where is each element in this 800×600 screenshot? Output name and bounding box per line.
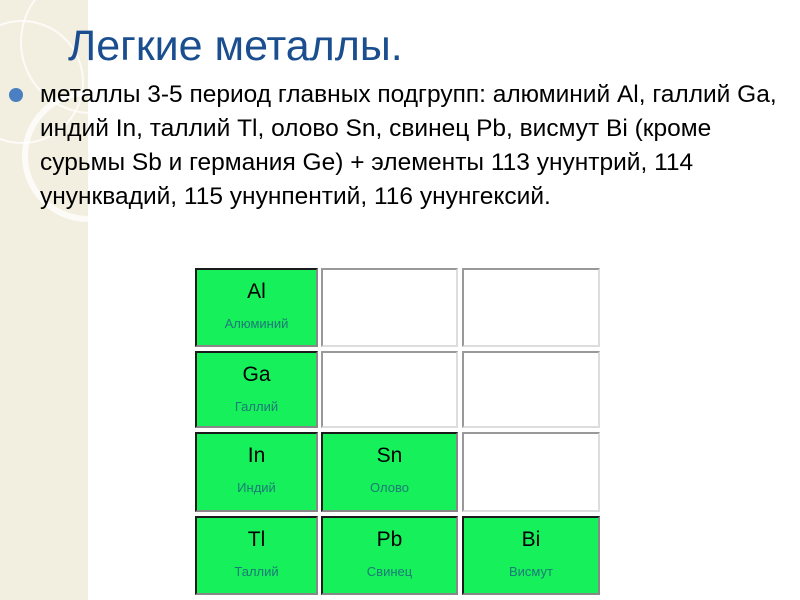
bullet-icon bbox=[9, 88, 23, 102]
element-name: Олово bbox=[370, 480, 409, 495]
empty-cell bbox=[321, 351, 458, 428]
element-symbol: Al bbox=[247, 280, 266, 303]
empty-cell bbox=[462, 351, 600, 428]
element-symbol: Bi bbox=[521, 528, 541, 551]
element-name: Свинец bbox=[366, 564, 413, 579]
element-symbol: Sn bbox=[376, 444, 403, 467]
element-cell: Al Алюминий bbox=[195, 268, 318, 347]
decorative-circle bbox=[22, 90, 154, 222]
element-name: Таллий bbox=[234, 564, 279, 579]
element-name: Индий bbox=[237, 480, 276, 495]
element-cell: Bi Висмут bbox=[462, 516, 600, 595]
element-cell: In Индий bbox=[195, 432, 318, 512]
slide-title: Легкие металлы. bbox=[68, 22, 403, 70]
element-name: Висмут bbox=[509, 564, 553, 579]
element-cell: Ga Галлий bbox=[195, 351, 318, 428]
empty-cell bbox=[321, 268, 458, 347]
empty-cell bbox=[462, 268, 600, 347]
element-cell: Pb Свинец bbox=[321, 516, 458, 595]
element-symbol: Tl bbox=[247, 528, 266, 551]
element-name: Алюминий bbox=[224, 316, 289, 331]
element-symbol: Ga bbox=[242, 363, 271, 386]
element-symbol: Pb bbox=[376, 528, 403, 551]
element-symbol: In bbox=[247, 444, 266, 467]
empty-cell bbox=[462, 432, 600, 512]
element-name: Галлий bbox=[234, 399, 279, 414]
body-text: металлы 3-5 период главных подгрупп: алю… bbox=[40, 81, 777, 210]
element-cell: Tl Таллий bbox=[195, 516, 318, 595]
element-cell: Sn Олово bbox=[321, 432, 458, 512]
